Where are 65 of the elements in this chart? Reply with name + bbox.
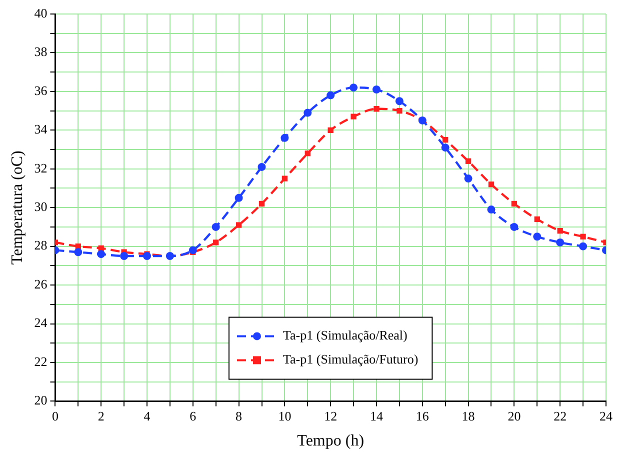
point	[304, 150, 310, 156]
point	[511, 200, 518, 207]
point	[579, 242, 588, 250]
point	[441, 144, 450, 152]
legend-label: Ta-p1 (Simulação/Real)	[283, 328, 408, 343]
point	[487, 206, 496, 214]
y-tick-label: 20	[34, 392, 48, 408]
point	[396, 108, 402, 114]
point	[280, 134, 289, 142]
point	[533, 232, 542, 241]
point	[97, 250, 106, 258]
point	[304, 108, 312, 117]
point	[374, 106, 380, 112]
x-tick-label: 8	[236, 408, 242, 424]
point	[557, 228, 563, 234]
point	[282, 176, 288, 182]
y-tick-label: 28	[34, 238, 48, 253]
y-tick-label: 36	[34, 82, 48, 98]
y-axis-title: Temperatura (oC)	[8, 150, 26, 265]
y-tick-label: 22	[34, 354, 48, 369]
x-tick-label: 2	[98, 408, 104, 424]
point	[213, 240, 219, 246]
point	[234, 194, 243, 202]
x-tick-label: 22	[554, 408, 567, 424]
point	[326, 91, 335, 100]
point	[258, 162, 266, 171]
x-tick-label: 4	[144, 408, 151, 424]
point	[372, 86, 380, 94]
point	[236, 222, 242, 228]
point	[350, 84, 358, 92]
point	[510, 222, 518, 231]
x-tick-label: 0	[52, 408, 58, 424]
x-tick-label: 14	[370, 408, 384, 424]
x-tick-label: 18	[462, 408, 475, 424]
point	[556, 238, 564, 246]
x-tick-label: 12	[324, 408, 338, 424]
legend-label: Ta-p1 (Simulação/Futuro)	[283, 352, 418, 367]
x-tick-label: 20	[508, 408, 521, 424]
y-tick-label: 24	[34, 315, 48, 330]
y-tick-label: 40	[34, 5, 48, 20]
point	[395, 97, 404, 106]
x-tick-label: 16	[416, 408, 430, 424]
x-tick-label: 10	[278, 408, 292, 424]
point	[580, 234, 586, 240]
point	[488, 182, 494, 188]
point	[350, 114, 356, 120]
point	[120, 252, 128, 260]
point	[143, 252, 151, 260]
y-tick-label: 38	[34, 44, 48, 60]
x-tick-label: 6	[190, 408, 197, 424]
point	[464, 174, 472, 183]
point	[465, 158, 472, 164]
point	[188, 246, 197, 254]
y-tick-label: 32	[34, 160, 48, 176]
point	[258, 200, 265, 207]
y-tick-label: 26	[34, 276, 48, 292]
point	[212, 222, 220, 231]
y-tick-label: 30	[34, 199, 48, 214]
x-axis-title: Tempo (h)	[297, 432, 364, 450]
point	[534, 216, 540, 222]
y-tick-label: 34	[34, 122, 48, 137]
point	[442, 137, 448, 143]
x-tick-label: 24	[600, 408, 613, 424]
point	[328, 127, 334, 133]
point	[74, 248, 82, 256]
